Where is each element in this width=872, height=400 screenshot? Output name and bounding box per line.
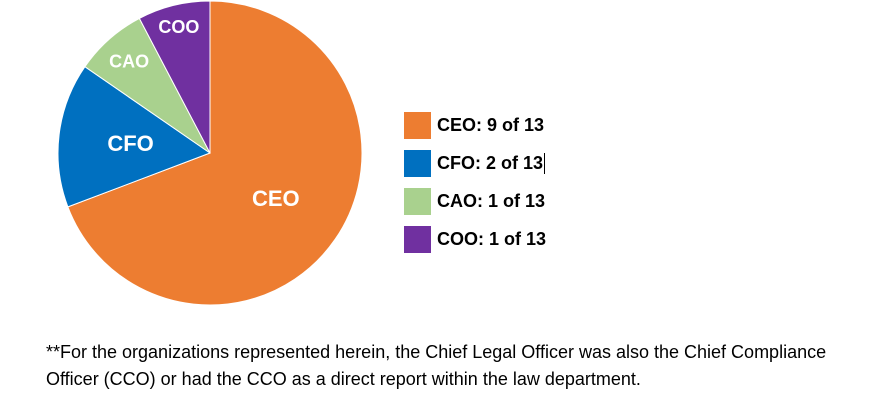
pie-slice-coo [138, 0, 211, 154]
footnote: **For the organizations represented here… [46, 342, 827, 389]
legend-item-cao: CAO: 1 of 13 [404, 187, 546, 215]
legend-label-cao: CAO: 1 of 13 [437, 190, 546, 211]
legend-label-cfo: CFO: 2 of 13 [437, 152, 546, 174]
slice-label-coo: COO [158, 17, 199, 37]
legend-swatch-cfo [404, 149, 431, 177]
legend-item-ceo: CEO: 9 of 13 [404, 111, 546, 139]
legend: CEO: 9 of 13 CFO: 2 of 13 CAO: 1 of 13 C… [404, 111, 546, 263]
legend-swatch-ceo [404, 111, 431, 139]
slice-label-cao: CAO [109, 52, 149, 72]
slice-label-ceo: CEO [252, 186, 300, 211]
pie-slice-ceo [67, 0, 363, 306]
slice-label-cfo: CFO [107, 131, 153, 156]
pie-chart: CEO CFO CAO COO [57, 0, 363, 306]
legend-label-ceo: CEO: 9 of 13 [437, 114, 545, 135]
legend-item-coo: COO: 1 of 13 [404, 225, 546, 253]
legend-swatch-coo [404, 225, 431, 253]
legend-label-coo: COO: 1 of 13 [437, 228, 547, 249]
legend-item-cfo: CFO: 2 of 13 [404, 149, 546, 177]
pie-slice-cfo [57, 65, 212, 208]
legend-swatch-cao [404, 187, 431, 215]
